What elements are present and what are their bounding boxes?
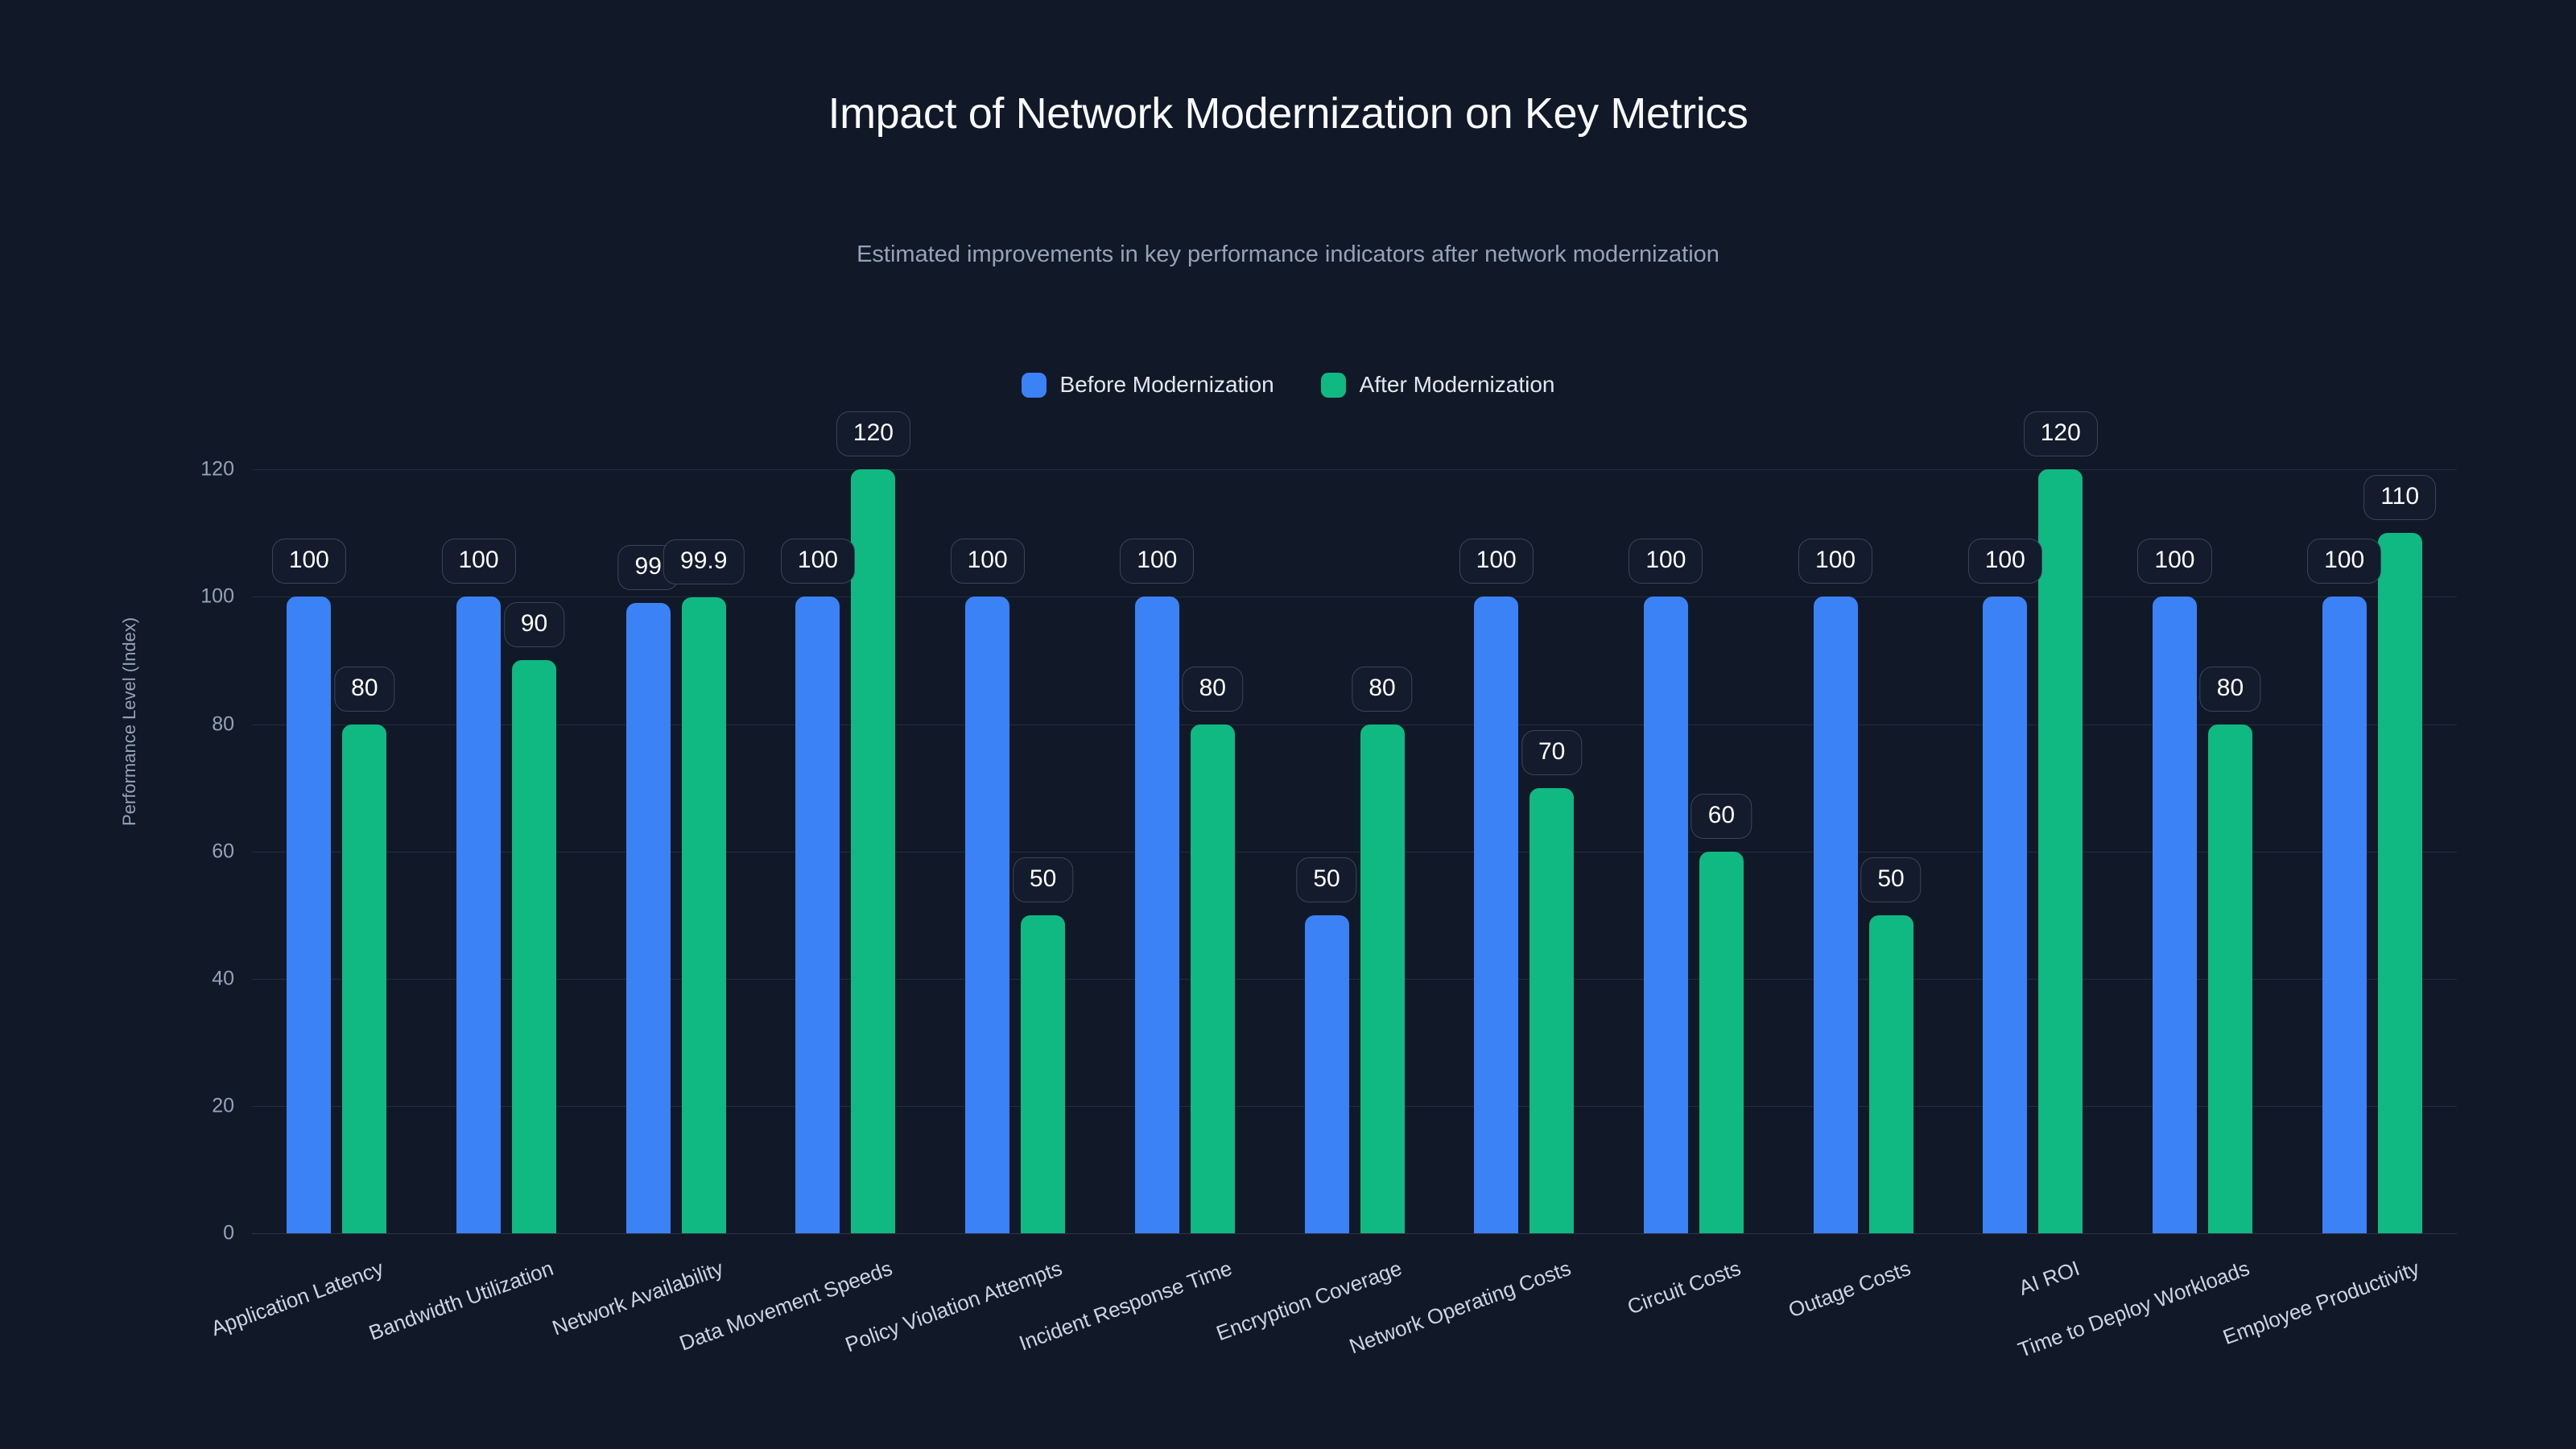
x-axis-category-label: Circuit Costs	[1624, 1256, 1744, 1319]
page-title: Impact of Network Modernization on Key M…	[828, 89, 1748, 138]
bar-after[interactable]	[851, 469, 896, 1233]
x-axis-category-label: Network Operating Costs	[1346, 1256, 1575, 1359]
bar-value-label: 99	[617, 545, 679, 591]
x-axis-category-label: Outage Costs	[1785, 1256, 1913, 1323]
bar-value-label: 120	[2023, 411, 2098, 457]
x-axis-category-label: Encryption Coverage	[1212, 1256, 1405, 1346]
bar-value-label: 80	[1182, 666, 1243, 712]
y-axis-tick-label: 0	[223, 1221, 234, 1245]
bar-value-label: 120	[836, 411, 910, 457]
bar-value-label: 110	[2363, 475, 2437, 521]
gridline	[252, 1233, 2457, 1234]
bar-after[interactable]	[1530, 787, 1575, 1233]
bar-before[interactable]	[625, 603, 671, 1233]
bar-after[interactable]	[1868, 914, 1913, 1233]
bar-value-label: 100	[780, 539, 855, 584]
x-axis-category-label: Application Latency	[208, 1256, 387, 1341]
legend-label: After Modernization	[1359, 372, 1555, 397]
gridline	[252, 978, 2457, 980]
y-axis-tick-label: 100	[200, 584, 234, 608]
bar-before[interactable]	[1643, 597, 1688, 1233]
legend-swatch-icon	[1320, 372, 1346, 398]
bar-value-label: 80	[334, 666, 395, 712]
bar-after[interactable]	[2207, 724, 2252, 1233]
bar-value-label: 100	[2307, 539, 2382, 584]
x-axis-category-label: Bandwidth Utilization	[365, 1256, 557, 1345]
bar-value-label: 50	[1296, 857, 1357, 902]
bar-value-label: 100	[441, 539, 516, 584]
gridline	[252, 724, 2457, 725]
bar-before[interactable]	[1983, 597, 2028, 1233]
gridline	[252, 469, 2457, 471]
y-axis-tick-label: 20	[212, 1094, 234, 1117]
bar-before[interactable]	[2152, 597, 2197, 1233]
bar-before[interactable]	[287, 597, 332, 1233]
bar-value-label: 60	[1690, 793, 1752, 839]
bar-value-label: 70	[1521, 729, 1583, 775]
bar-value-label: 100	[271, 539, 346, 584]
legend-swatch-icon	[1021, 372, 1046, 398]
y-axis-tick-label: 40	[212, 967, 234, 990]
bar-before[interactable]	[1813, 597, 1858, 1233]
x-axis-category-label: Network Availability	[548, 1256, 726, 1340]
y-axis-tick-label: 60	[212, 840, 234, 863]
bar-before[interactable]	[965, 597, 1010, 1233]
bar-value-label: 100	[2137, 539, 2212, 584]
bar-after[interactable]	[512, 660, 557, 1233]
y-axis-title: Performance Level (Index)	[119, 617, 139, 826]
bar-value-label: 100	[1629, 539, 1703, 584]
bar-after[interactable]	[1699, 851, 1744, 1233]
bar-before[interactable]	[456, 597, 502, 1233]
x-axis-category-label: AI ROI	[2015, 1256, 2083, 1300]
x-axis-category-label: Employee Productivity	[2219, 1256, 2422, 1350]
bar-value-label: 50	[1012, 857, 1074, 902]
legend-label: Before Modernization	[1059, 372, 1274, 397]
legend-item-before[interactable]: Before Modernization	[1021, 372, 1274, 398]
bar-value-label: 80	[2199, 666, 2261, 712]
gridline	[252, 1105, 2457, 1107]
bar-before[interactable]	[795, 597, 840, 1233]
bar-value-label: 100	[1120, 539, 1195, 584]
y-axis-tick-label: 80	[212, 712, 234, 735]
bar-before[interactable]	[1134, 597, 1179, 1233]
y-axis-tick-label: 120	[200, 457, 234, 481]
bar-value-label: 100	[1459, 539, 1534, 584]
bar-after[interactable]	[1021, 914, 1066, 1233]
x-axis-category-label: Incident Response Time	[1015, 1256, 1236, 1356]
x-axis-category-label: Policy Violation Attempts	[842, 1256, 1066, 1357]
chart-subtitle: Estimated improvements in key performanc…	[857, 242, 1719, 267]
bar-value-label: 99.9	[663, 539, 745, 585]
chart-legend: Before Modernization After Modernization	[0, 372, 2576, 398]
bar-value-label: 100	[950, 539, 1025, 584]
bar-value-label: 50	[1860, 857, 1922, 902]
bar-value-label: 80	[1352, 666, 1413, 712]
bar-value-label: 90	[503, 602, 565, 648]
bar-before[interactable]	[1474, 597, 1519, 1233]
plot-area: 100 80 100 90 99 99.9 100 120 100 50 100 80 50 80 100 7…	[252, 411, 2457, 1234]
bar-before[interactable]	[1304, 914, 1349, 1233]
legend-item-after[interactable]: After Modernization	[1320, 372, 1555, 398]
bar-after[interactable]	[342, 724, 387, 1233]
bar-value-label: 100	[1798, 539, 1873, 584]
bar-value-label: 100	[1967, 539, 2042, 584]
x-axis-category-label: Time to Deploy Workloads	[2014, 1256, 2253, 1362]
bar-after[interactable]	[2038, 469, 2083, 1233]
bar-after[interactable]	[1190, 724, 1235, 1233]
bar-after[interactable]	[681, 597, 726, 1233]
bar-after[interactable]	[1360, 724, 1405, 1233]
bar-after[interactable]	[2377, 533, 2422, 1233]
bar-series-group	[252, 419, 2457, 1233]
bar-before[interactable]	[2322, 597, 2367, 1233]
x-axis-category-label: Data Movement Speeds	[676, 1256, 896, 1356]
